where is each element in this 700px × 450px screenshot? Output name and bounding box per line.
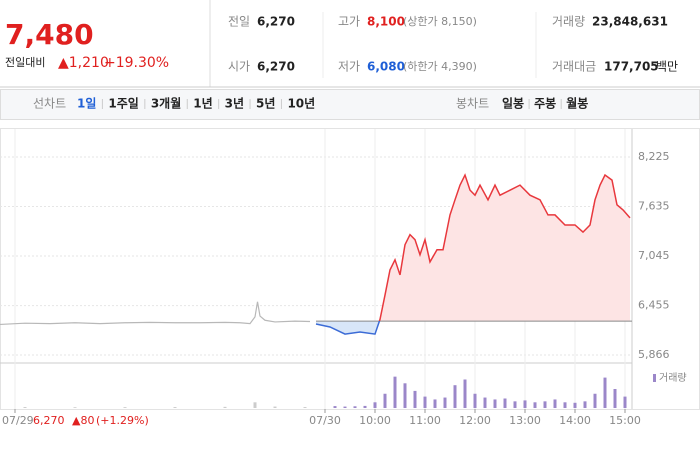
volume-bar [73, 407, 77, 408]
legend-label: 거래량 [659, 372, 687, 384]
y-tick-label: 5,866 [638, 348, 670, 361]
x-tick-label: 07/29 [2, 414, 34, 427]
volume-bar [503, 398, 507, 408]
change: ▲1,210 [58, 55, 109, 71]
volume-bar [483, 397, 487, 408]
volume-bar [583, 401, 587, 408]
stat-value: 177,705 [604, 60, 659, 74]
volume-bar [473, 393, 477, 408]
tab-label: 선차트 [33, 97, 66, 111]
volume-bar [403, 383, 407, 408]
volume-bar [383, 393, 387, 408]
volume-bar [223, 406, 227, 408]
stat-label: 저가 [338, 60, 360, 74]
volume-bar [373, 402, 377, 408]
x-tick-label: 14:00 [559, 414, 591, 427]
volume-bar [593, 393, 597, 408]
tab[interactable]: 일봉 [502, 97, 524, 111]
stat-value: 6,270 [257, 60, 295, 74]
y-tick-label: 7,635 [638, 200, 670, 213]
legend-swatch [653, 374, 656, 382]
x-tick-label: 10:00 [359, 414, 391, 427]
stat-value: 8,100 [367, 15, 405, 29]
volume-bar [573, 402, 577, 408]
x-tick-label: 07/30 [309, 414, 341, 427]
volume-bar [413, 390, 417, 408]
tab[interactable]: 10년 [287, 97, 315, 111]
volume-bar [253, 402, 257, 408]
y-tick-label: 7,045 [638, 249, 670, 262]
x-tick-label: 13:00 [509, 414, 541, 427]
volume-bar [23, 407, 27, 408]
price-line [0, 301, 311, 326]
volume-bar [613, 389, 617, 408]
footer-close: 6,270 [33, 414, 65, 427]
volume-bar [543, 401, 547, 408]
tab[interactable]: 5년 [256, 97, 275, 111]
volume-bar [523, 400, 527, 408]
stat-value: 23,848,631 [592, 15, 668, 29]
volume-bar [553, 399, 557, 408]
volume-bar [303, 407, 307, 408]
footer-change: ▲80 [72, 414, 94, 427]
stat-label: 거래량 [552, 15, 585, 29]
volume-bar [453, 385, 457, 408]
volume-bar [463, 379, 467, 408]
stat-value: 6,080 [367, 60, 405, 74]
tab[interactable]: 1년 [193, 97, 212, 111]
tab[interactable]: 1일 [77, 97, 96, 111]
volume-bar [533, 402, 537, 408]
volume-bar [393, 376, 397, 408]
volume-bar [433, 399, 437, 408]
volume-bar [123, 407, 127, 408]
tab[interactable]: 3년 [225, 97, 244, 111]
volume-bar [173, 407, 177, 408]
stat-note: (하한가 4,390) [403, 59, 477, 73]
volume-bar [343, 406, 347, 408]
header-bg [0, 0, 700, 87]
volume-bar [273, 406, 277, 408]
volume-bar [443, 397, 447, 408]
volume-bar [513, 401, 517, 408]
stat-label: 시가 [228, 60, 250, 74]
y-tick-label: 6,455 [638, 299, 670, 312]
volume-bar [333, 406, 337, 408]
volume-bar [563, 402, 567, 408]
tab[interactable]: 3개월 [151, 96, 181, 111]
change-pct: +19.30% [104, 55, 169, 71]
stat-value: 6,270 [257, 15, 295, 29]
area-fill [316, 175, 630, 335]
volume-bar [603, 377, 607, 408]
price: 7,480 [5, 18, 94, 51]
tab-label: 봉차트 [456, 97, 489, 111]
stat-label: 고가 [338, 15, 360, 29]
volume-bar [423, 396, 427, 408]
tab[interactable]: 월봉 [566, 96, 588, 111]
x-tick-label: 12:00 [459, 414, 491, 427]
tab-bar [0, 89, 700, 120]
x-tick-label: 11:00 [409, 414, 441, 427]
volume-bar [493, 399, 497, 408]
y-tick-label: 8,225 [638, 150, 670, 163]
stat-label: 거래대금 [552, 60, 596, 74]
volume-bar [363, 405, 367, 408]
footer-pct: (+1.29%) [96, 414, 149, 427]
stat-label: 전일 [228, 15, 250, 29]
tab[interactable]: 1주일 [108, 97, 138, 111]
tab[interactable]: 주봉 [534, 97, 556, 111]
x-tick-label: 15:00 [609, 414, 641, 427]
change-label: 전일대비 [5, 55, 45, 69]
volume-bar [623, 396, 627, 408]
stat-unit: 백만 [656, 60, 678, 74]
price-line [315, 173, 631, 335]
volume-bar [353, 406, 357, 408]
stat-note: (상한가 8,150) [403, 15, 477, 28]
